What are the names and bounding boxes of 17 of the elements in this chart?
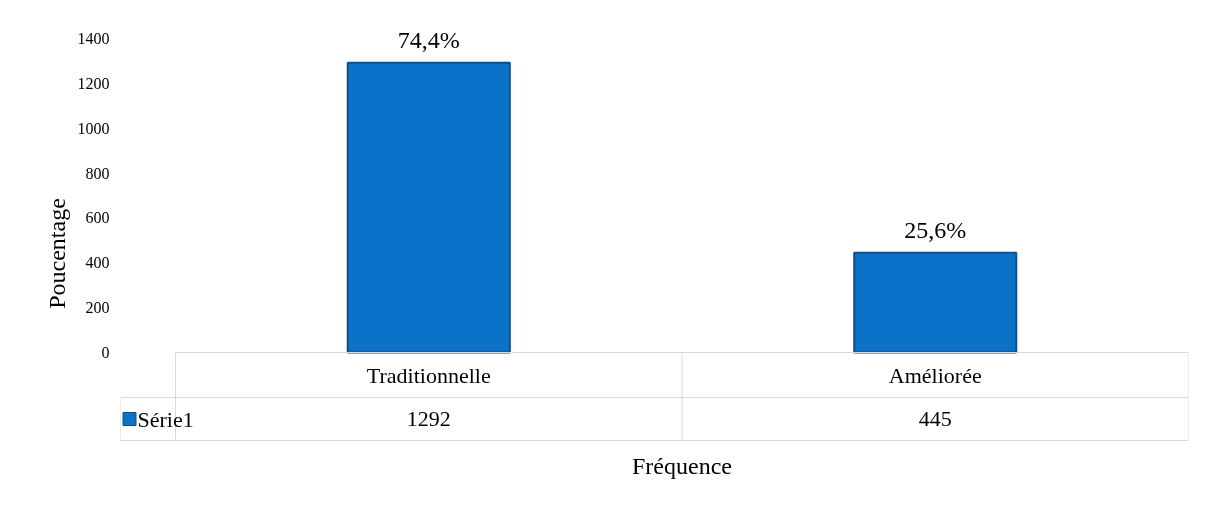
y-tick-label: 200 bbox=[85, 299, 110, 317]
annotation: 25,6% bbox=[904, 216, 967, 243]
y-tick-label: 1000 bbox=[77, 119, 110, 137]
y-axis-title: Poucentage bbox=[43, 198, 70, 309]
y-tick-label: 400 bbox=[85, 254, 110, 272]
legend-label: Série1 bbox=[137, 406, 194, 432]
y-tick-label: 800 bbox=[85, 164, 110, 182]
x-axis-title: Fréquence bbox=[632, 452, 732, 479]
annotation: 74,4% bbox=[397, 26, 460, 53]
x-tick-label: Traditionnelle bbox=[366, 362, 491, 388]
y-tick-label: 1400 bbox=[77, 30, 110, 47]
data-label: 1292 bbox=[406, 406, 451, 431]
x-tick-label: Améliorée bbox=[888, 362, 982, 388]
y-tick-label: 0 bbox=[101, 344, 110, 361]
y-tick-label: 1200 bbox=[77, 74, 110, 92]
data-label: 445 bbox=[918, 406, 952, 431]
y-tick-label: 600 bbox=[85, 209, 110, 227]
